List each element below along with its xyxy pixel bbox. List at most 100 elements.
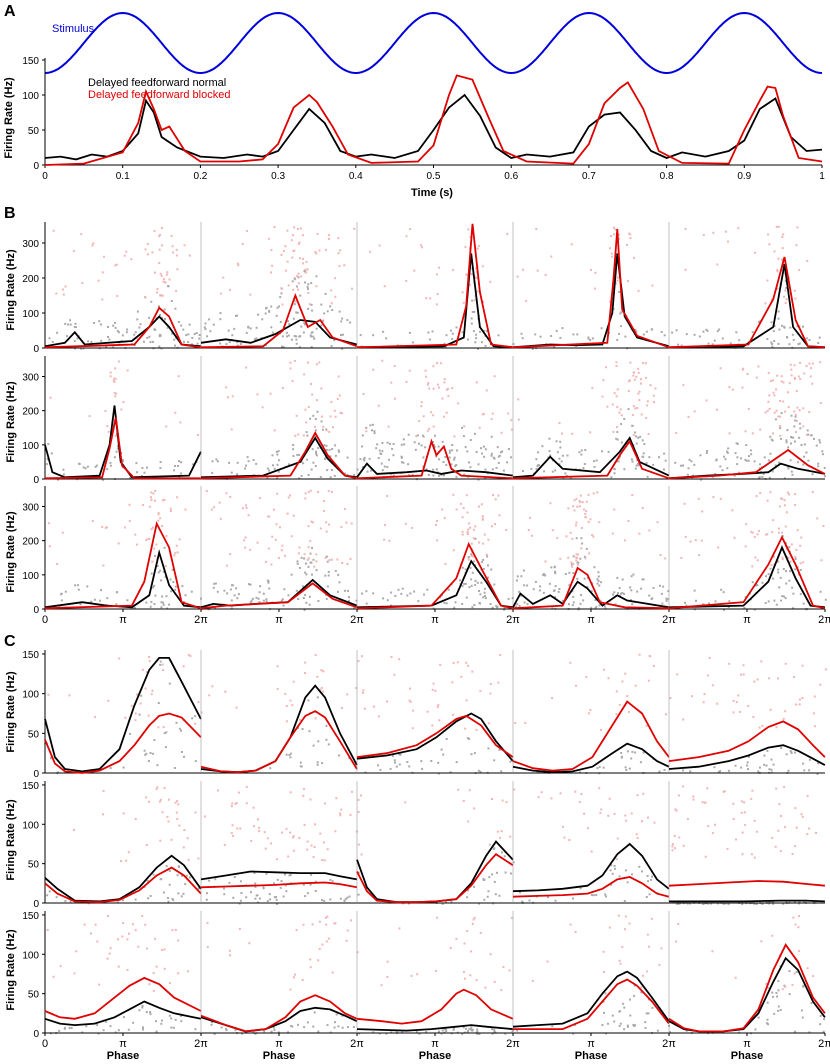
c-dot-b-12 bbox=[615, 690, 618, 693]
b-dot-n-77 bbox=[777, 310, 780, 313]
b-dot-b-103 bbox=[183, 244, 186, 247]
c-dot-n-80 bbox=[772, 763, 775, 766]
c-dot-n-70 bbox=[490, 1028, 493, 1031]
b-y-tick-label-1-1: 100 bbox=[22, 309, 39, 320]
c-dot-n-66 bbox=[213, 1032, 216, 1035]
b-dot-b-124 bbox=[302, 262, 305, 265]
c-dot-n-35 bbox=[790, 751, 793, 754]
b-dot-b-21 bbox=[114, 395, 117, 398]
c-dot-n-47 bbox=[596, 767, 599, 770]
b-dot-n-61 bbox=[572, 555, 575, 558]
c-dot-b-34 bbox=[743, 811, 746, 814]
b-dot-b-128 bbox=[787, 406, 790, 409]
c-dot-n-23 bbox=[763, 763, 766, 766]
b-dot-n-18 bbox=[117, 447, 120, 450]
b-dot-b-61 bbox=[638, 390, 641, 393]
b-dot-n-9 bbox=[356, 468, 359, 471]
c-dot-b-18 bbox=[732, 802, 735, 805]
c-dot-n-55 bbox=[165, 731, 168, 734]
b-dot-b-14 bbox=[425, 297, 428, 300]
b-dot-n-100 bbox=[191, 337, 194, 339]
c-dot-b-5 bbox=[743, 801, 746, 804]
c-dot-n-28 bbox=[498, 894, 501, 897]
c-dot-n-53 bbox=[789, 750, 792, 753]
b-dot-b-64 bbox=[297, 272, 300, 275]
b-dot-n-74 bbox=[166, 326, 169, 329]
b-dot-n-98 bbox=[779, 576, 782, 579]
b-dot-n-4 bbox=[480, 581, 483, 584]
b-dot-n-44 bbox=[806, 429, 809, 432]
b-dot-n-57 bbox=[281, 598, 284, 601]
b-dot-b-51 bbox=[338, 265, 341, 268]
b-dot-b-62 bbox=[470, 273, 473, 276]
c-dot-n-43 bbox=[239, 880, 242, 883]
c-dot-n-21 bbox=[607, 1022, 609, 1025]
c-dot-b-24 bbox=[806, 833, 809, 836]
b-dot-b-132 bbox=[291, 256, 294, 259]
c-dot-n-23 bbox=[498, 748, 501, 751]
b-dot-n-157 bbox=[444, 456, 447, 458]
c-dot-b-32 bbox=[470, 950, 472, 953]
c-dot-b-26 bbox=[250, 839, 253, 842]
b-dot-b-110 bbox=[764, 411, 767, 414]
b-dot-n-130 bbox=[310, 335, 313, 338]
c-dot-n-1 bbox=[280, 880, 283, 883]
b-dot-n-103 bbox=[490, 435, 493, 438]
b-dot-n-144 bbox=[310, 331, 313, 334]
b-dot-n-89 bbox=[680, 344, 683, 347]
b-dot-b-192 bbox=[353, 227, 356, 230]
b-dot-b-105 bbox=[443, 378, 446, 381]
c-dot-b-80 bbox=[489, 692, 492, 695]
b-dot-b-48 bbox=[309, 540, 312, 543]
b-dot-b-102 bbox=[783, 504, 786, 507]
c-dot-b-23 bbox=[779, 965, 782, 967]
b-dot-n-120 bbox=[299, 294, 302, 297]
c-dot-b-30 bbox=[783, 785, 786, 788]
b-dot-n-0 bbox=[788, 579, 791, 582]
b-dot-n-49 bbox=[761, 475, 764, 478]
b-dot-b-11 bbox=[619, 408, 622, 411]
b-dot-n-50 bbox=[507, 597, 510, 600]
c-dot-n-17 bbox=[282, 895, 285, 898]
b-dot-n-25 bbox=[548, 450, 551, 453]
c-y-tick-label-1-1: 50 bbox=[28, 729, 40, 740]
c-dot-b-16 bbox=[426, 710, 429, 713]
c-dot-n-48 bbox=[289, 756, 292, 759]
b-dot-n-100 bbox=[392, 454, 395, 457]
b-dot-n-28 bbox=[275, 314, 278, 317]
b-dot-n-111 bbox=[441, 440, 444, 443]
c-dot-b-39 bbox=[491, 798, 493, 800]
c-dot-n-35 bbox=[164, 746, 167, 749]
c-dot-b-67 bbox=[751, 789, 754, 792]
b-dot-b-84 bbox=[741, 386, 744, 389]
c-dot-n-43 bbox=[819, 1023, 822, 1026]
c-dot-n-69 bbox=[348, 895, 351, 898]
c-dot-n-101 bbox=[288, 874, 291, 877]
b-dot-b-118 bbox=[656, 521, 659, 524]
b-dot-b-118 bbox=[125, 250, 128, 253]
b-dot-n-104 bbox=[323, 312, 326, 315]
b-dot-b-56 bbox=[777, 225, 780, 228]
c-dot-b-42 bbox=[638, 653, 641, 656]
c-dot-n-43 bbox=[624, 869, 627, 872]
c-dot-b-47 bbox=[311, 923, 314, 926]
b-dot-b-92 bbox=[793, 364, 796, 367]
c-dot-b-49 bbox=[380, 984, 383, 987]
c-dot-n-105 bbox=[753, 902, 756, 905]
c-dot-b-57 bbox=[106, 915, 109, 917]
b-dot-b-44 bbox=[651, 284, 654, 287]
c-dot-n-0 bbox=[626, 1024, 629, 1027]
b-dot-n-35 bbox=[761, 581, 764, 584]
b-dot-n-168 bbox=[209, 330, 212, 333]
b-dot-b-85 bbox=[587, 521, 590, 523]
b-dot-b-61 bbox=[304, 271, 307, 274]
b-dot-n-104 bbox=[448, 449, 451, 452]
b-dot-b-178 bbox=[500, 431, 503, 434]
c-y-tick-label-1-2: 100 bbox=[22, 690, 39, 701]
c-dot-b-28 bbox=[121, 935, 124, 938]
b-dot-n-134 bbox=[198, 334, 201, 336]
c-dot-b-39 bbox=[793, 972, 796, 975]
b-dot-b-130 bbox=[322, 500, 325, 502]
b-line-normal-1-4 bbox=[512, 253, 670, 349]
c-dot-n-41 bbox=[473, 885, 476, 888]
